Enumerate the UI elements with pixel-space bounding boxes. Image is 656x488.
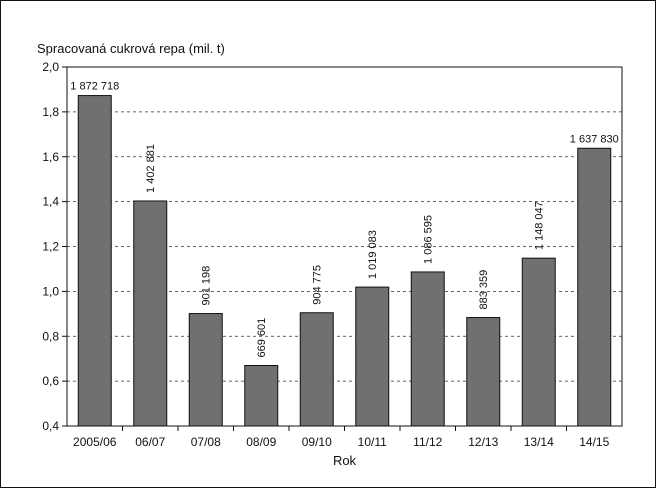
plot-area	[66, 66, 623, 427]
bar	[188, 313, 223, 427]
bar	[77, 95, 112, 427]
x-tick-label: 2005/06	[73, 435, 117, 449]
x-tick-label: 13/14	[524, 435, 554, 449]
y-tick-label: 0,8	[42, 329, 59, 343]
x-tick-label: 11/12	[413, 435, 442, 449]
data-label: 883 359	[478, 270, 490, 310]
bar	[244, 365, 279, 427]
bar	[355, 286, 390, 427]
bars	[77, 95, 612, 427]
y-tick-label: 1,2	[42, 240, 59, 254]
y-tick-label: 1,4	[42, 195, 59, 209]
x-tick-label: 12/13	[468, 435, 498, 449]
x-tick-label: 14/15	[579, 435, 609, 449]
y-axis: 2,0 1,8 1,6 1,4 1,2 1,0 0,8 0,6 0,4	[42, 60, 67, 433]
x-tick-label: 10/11	[358, 435, 387, 449]
y-tick-label: 1,0	[42, 284, 59, 298]
bar	[410, 271, 445, 427]
y-tick-label: 2,0	[42, 60, 59, 74]
data-labels: 1 872 718 1 402 881 901 198 669 601 904 775 1…	[70, 81, 618, 358]
y-tick-label: 0,4	[42, 419, 59, 433]
y-tick-label: 1,8	[42, 105, 59, 119]
data-label: 1 086 595	[423, 215, 435, 264]
data-label: 1 872 718	[70, 81, 119, 93]
x-tick-label: 09/10	[302, 435, 332, 449]
data-label: 669 601	[256, 318, 268, 358]
data-label: 1 637 830	[570, 133, 619, 145]
data-label: 1 019 083	[367, 230, 379, 279]
data-label: 901 198	[201, 266, 213, 306]
y-tick-label: 0,6	[42, 374, 59, 388]
chart-title: Spracovaná cukrová repa (mil. t)	[37, 41, 225, 56]
x-tick-label: 08/09	[246, 435, 276, 449]
bar	[577, 147, 612, 427]
bar	[299, 312, 334, 427]
data-label: 904 775	[312, 265, 324, 305]
y-tick-label: 1,6	[42, 150, 59, 164]
data-label: 1 402 881	[145, 144, 157, 193]
x-axis-label: Rok	[333, 453, 357, 468]
bar	[466, 317, 501, 427]
x-axis: 2005/06 06/07 07/08 08/09 09/10 10/11 11/12 12/…	[73, 426, 610, 449]
bar	[521, 257, 556, 427]
x-tick-label: 07/08	[191, 435, 221, 449]
data-label: 1 148 047	[534, 201, 546, 250]
x-tick-label: 06/07	[135, 435, 165, 449]
bar	[133, 200, 168, 427]
